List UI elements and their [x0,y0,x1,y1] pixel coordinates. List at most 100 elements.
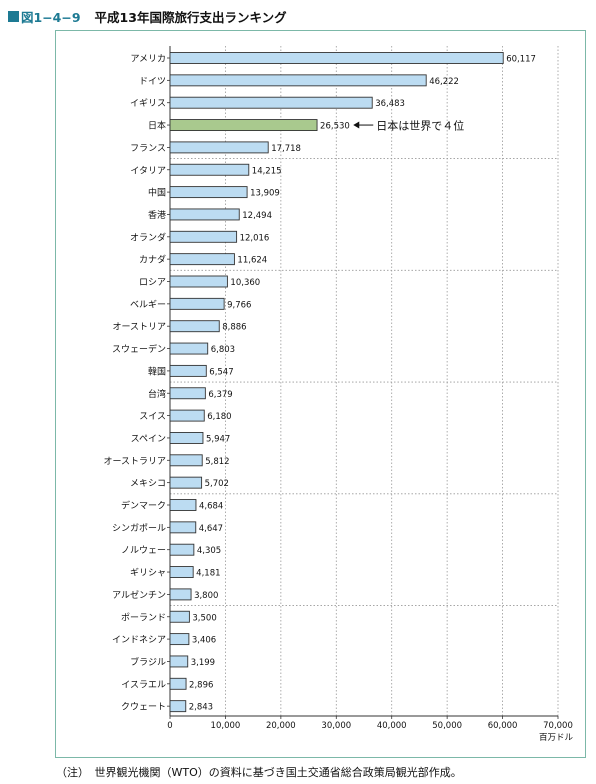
value-label: 17,718 [271,144,301,154]
bar [169,610,190,623]
figure-number: 図1−4−9 [21,9,81,25]
bar [169,499,197,511]
category-label: 香港 [148,209,166,221]
x-tick-label: 20,000 [266,721,296,731]
category-label: フランス [130,143,166,154]
category-label: 日本 [148,120,166,132]
category-label: インドネシア [112,635,166,646]
bar [169,297,225,310]
value-label: 12,016 [240,233,270,243]
bar [169,119,318,132]
value-label: 4,647 [199,524,223,534]
value-label: 26,530 [320,122,350,132]
value-label: 6,547 [209,367,233,377]
category-label: シンガポール [112,523,166,534]
x-tick-label: 0 [167,721,172,731]
bar [169,141,269,154]
bar [169,230,238,243]
annotation-arrow-head [353,121,360,129]
category-label: オランダ [130,231,166,243]
category-label: デンマーク [121,500,166,512]
value-label: 4,684 [199,502,223,512]
category-label: スイス [139,412,166,422]
value-label: 6,379 [208,390,232,400]
value-label: 4,181 [196,569,220,579]
value-label: 3,406 [192,636,216,646]
figure-badge [8,10,19,22]
category-label: ドイツ [139,77,166,87]
bar [169,655,189,668]
category-label: オーストリア [112,322,166,333]
value-label: 46,222 [429,77,459,87]
bar [169,432,204,444]
category-label: イスラエル [121,679,166,690]
category-label: クウェート [121,702,166,713]
annotation-text: 日本は世界で４位 [376,119,464,133]
value-label: 11,624 [237,256,267,266]
bar [169,253,235,266]
value-label: 4,305 [197,546,221,556]
value-label: 3,500 [192,613,216,623]
category-label: アルゼンチン [112,589,166,601]
value-label: 12,494 [242,211,272,221]
value-label: 14,215 [252,166,282,176]
category-label: カナダ [139,254,166,266]
bar [169,163,250,176]
bar [169,96,373,109]
category-label: ポーランド [121,612,166,623]
bar [169,566,194,578]
x-tick-label: 40,000 [377,721,407,731]
x-tick-label: 70,000 [543,721,573,731]
bar [169,275,228,288]
bar [169,186,248,199]
figure-title: 図1−4−9 平成13年国際旅行支出ランキング [8,6,287,26]
footnote: （注） 世界観光機関（WTO）の資料に基づき国土交通省総合政策局観光部作成。 [56,766,462,779]
value-label: 36,483 [375,99,405,109]
category-label: アメリカ [130,54,166,65]
bar [169,700,187,713]
bar [169,454,203,467]
bar [169,543,195,556]
bar [169,320,220,333]
category-label: ロシア [139,278,166,288]
bar [169,409,205,422]
x-tick-label: 10,000 [211,721,241,731]
x-tick-label: 50,000 [432,721,462,731]
value-label: 3,199 [191,658,215,668]
category-label: 台湾 [148,388,166,400]
bar [169,387,206,400]
bar [169,364,207,377]
value-label: 9,766 [227,300,251,310]
category-label: イタリア [130,165,166,176]
bar [169,52,504,64]
category-label: ギリシャ [130,568,166,579]
bar [169,208,240,221]
category-label: スウェーデン [112,343,166,355]
bar [169,342,209,355]
category-label: ベルギー [130,299,166,310]
value-label: 3,800 [194,591,218,601]
bar [169,588,192,601]
value-label: 5,812 [205,457,229,467]
value-label: 2,843 [189,703,213,713]
value-label: 13,909 [250,189,280,199]
category-label: イギリス [130,98,166,109]
value-label: 5,702 [205,479,229,489]
x-tick-label: 60,000 [488,721,518,731]
bar [169,521,197,534]
category-label: ノルウェー [121,545,166,556]
figure-title-text: 平成13年国際旅行支出ランキング [94,9,287,25]
category-label: 中国 [148,187,166,199]
bar [169,476,203,489]
value-label: 60,117 [506,55,536,65]
value-label: 8,886 [222,323,246,333]
value-label: 6,180 [207,412,231,422]
value-label: 6,803 [211,345,235,355]
category-label: オーストラリア [103,456,166,467]
x-tick-label: 30,000 [321,721,351,731]
bar [169,633,190,646]
value-label: 5,947 [206,434,230,444]
x-axis-label: 百万ドル [539,733,574,743]
chart-frame [55,30,586,758]
